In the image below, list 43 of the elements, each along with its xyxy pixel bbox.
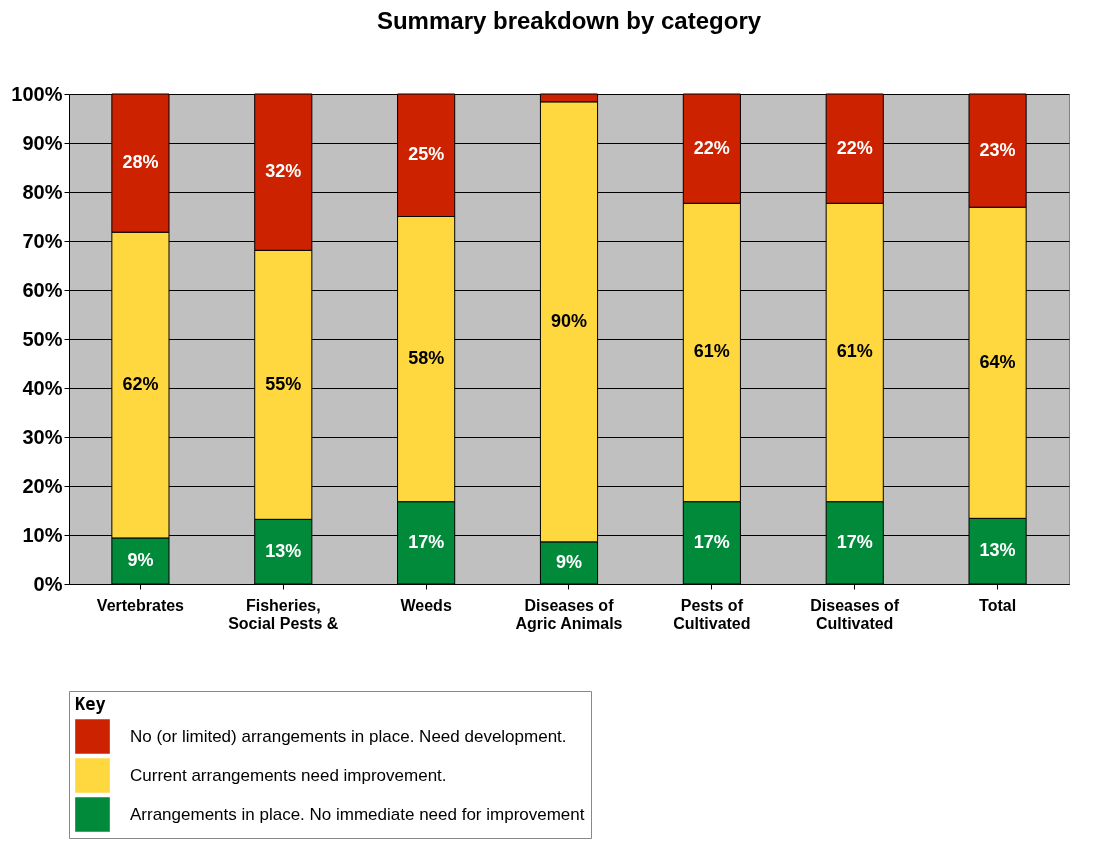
data-label: 17% (408, 531, 445, 552)
data-label: 17% (693, 531, 730, 552)
legend-label: Arrangements in place. No immediate need for improvement (130, 804, 585, 824)
y-tick-label: 0% (33, 572, 63, 595)
data-label: 61% (836, 341, 873, 362)
y-tick-label: 30% (22, 425, 63, 448)
y-tick-label: 70% (22, 229, 63, 252)
legend-label: Current arrangements need improvement. (130, 765, 447, 785)
data-label: 17% (836, 531, 873, 552)
chart-title: Summary breakdown by category (376, 7, 762, 34)
x-tick-label: Vertebrates (96, 596, 185, 614)
data-label: 62% (122, 374, 159, 395)
data-label: 61% (693, 341, 730, 362)
x-tick-label: Fisheries, Social Pests & (228, 596, 339, 632)
y-tick-label: 50% (22, 327, 63, 350)
y-tick-label: 20% (22, 474, 63, 497)
data-label: 58% (408, 348, 445, 369)
data-label: 28% (122, 152, 159, 173)
y-tick-label: 100% (11, 82, 63, 105)
data-label: 25% (408, 144, 445, 165)
x-tick-label: Diseases of Agric Animals (515, 596, 623, 632)
y-tick-label: 60% (22, 278, 63, 301)
y-tick-label: 40% (22, 376, 63, 399)
data-label: 22% (693, 137, 730, 158)
data-label: 22% (836, 137, 873, 158)
y-tick-label: 10% (22, 523, 63, 546)
y-tick-label: 80% (22, 180, 63, 203)
legend-label: No (or limited) arrangements in place. Need development. (130, 726, 567, 746)
y-tick-label: 90% (22, 131, 63, 154)
x-tick-label: Pests of Cultivated (673, 596, 751, 632)
data-label: 23% (979, 139, 1016, 160)
data-label: 32% (265, 161, 302, 182)
data-label: 9% (127, 549, 154, 570)
data-label: 9% (555, 551, 583, 572)
data-label: 64% (979, 351, 1016, 372)
data-label: 13% (979, 540, 1016, 561)
data-label: 55% (265, 373, 302, 394)
data-label: 90% (550, 310, 588, 331)
x-tick-label: Diseases of Cultivated (810, 596, 900, 632)
legend-title: Key (75, 694, 106, 714)
x-tick-label: Weeds (400, 596, 452, 614)
data-label: 13% (265, 540, 302, 561)
x-tick-label: Total (979, 596, 1017, 614)
